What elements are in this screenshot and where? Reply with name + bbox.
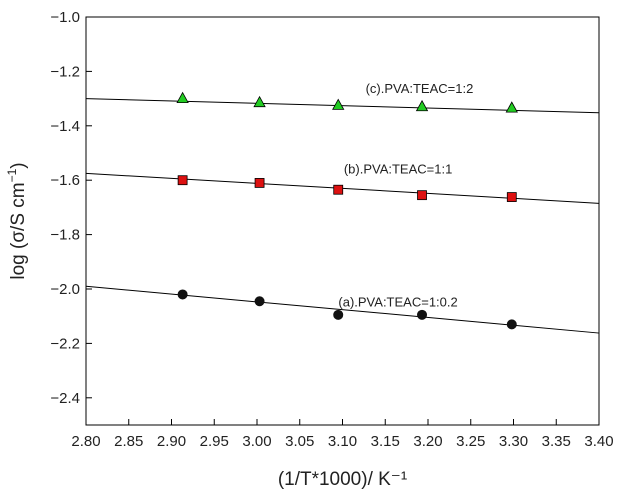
markers [176,91,518,330]
plot-area [85,16,600,426]
data-point-triangle [415,99,429,112]
y-axis-title-close: ) [8,162,29,168]
data-point-square [254,178,265,188]
x-tick-label: 3.15 [371,433,400,450]
data-point-triangle [332,98,345,110]
y-tick-label: −1.8 [50,227,80,244]
data-point-triangle [505,101,518,113]
y-tick-label: −2.2 [50,335,80,352]
data-point-circle [177,289,188,300]
series-label: (b).PVA:TEAC=1:1 [344,161,453,176]
x-tick-label: 2.90 [157,433,186,450]
data-point-square [417,190,427,201]
x-tick-label: 3.20 [413,433,442,450]
x-axis-title: (1/T*1000)/ K⁻¹ [278,469,407,490]
fit-line [85,98,600,114]
data-point-square [506,192,517,202]
y-axis-title-main: log (σ/S cm [8,182,29,279]
y-tick-label: −1.4 [50,118,80,135]
y-tick-label: −2.4 [50,390,80,407]
series-label: (c).PVA:TEAC=1:2 [366,81,474,96]
ticks: 2.80 2.85 2.90 2.95 3.00 3.05 3.10 3.15 3.20 3.25… [50,9,613,450]
x-tick-label: 2.80 [71,433,100,450]
y-tick-label: −1.6 [50,172,80,189]
x-tick-label: 3.35 [542,433,571,450]
y-tick-label: −2.0 [50,281,80,298]
x-tick-label: 2.95 [200,433,229,450]
x-tick-label: 3.10 [328,433,357,450]
y-tick-label: −1.2 [50,63,80,80]
x-tick-label: 3.25 [456,433,485,450]
data-point-circle [417,309,428,320]
series-labels: (c).PVA:TEAC=1:2 (b).PVA:TEAC=1:1 (a).PVA:… [338,81,473,310]
data-point-triangle [253,95,266,108]
data-point-circle [254,296,265,307]
data-point-square [177,175,188,186]
y-axis-title-exponent: −1 [5,168,19,182]
y-axis-title: log (σ/S cm−1) [5,162,29,279]
data-point-triangle [176,91,189,103]
series-label: (a).PVA:TEAC=1:0.2 [338,295,457,310]
x-tick-label: 3.30 [499,433,528,450]
x-tick-label: 2.85 [114,433,143,450]
data-point-square [333,184,344,195]
data-point-circle [333,309,344,320]
x-tick-label: 3.40 [584,433,613,450]
x-tick-label: 3.00 [242,433,271,450]
x-tick-label: 3.05 [285,433,314,450]
data-point-circle [506,319,517,330]
y-tick-label: −1.0 [50,9,80,26]
